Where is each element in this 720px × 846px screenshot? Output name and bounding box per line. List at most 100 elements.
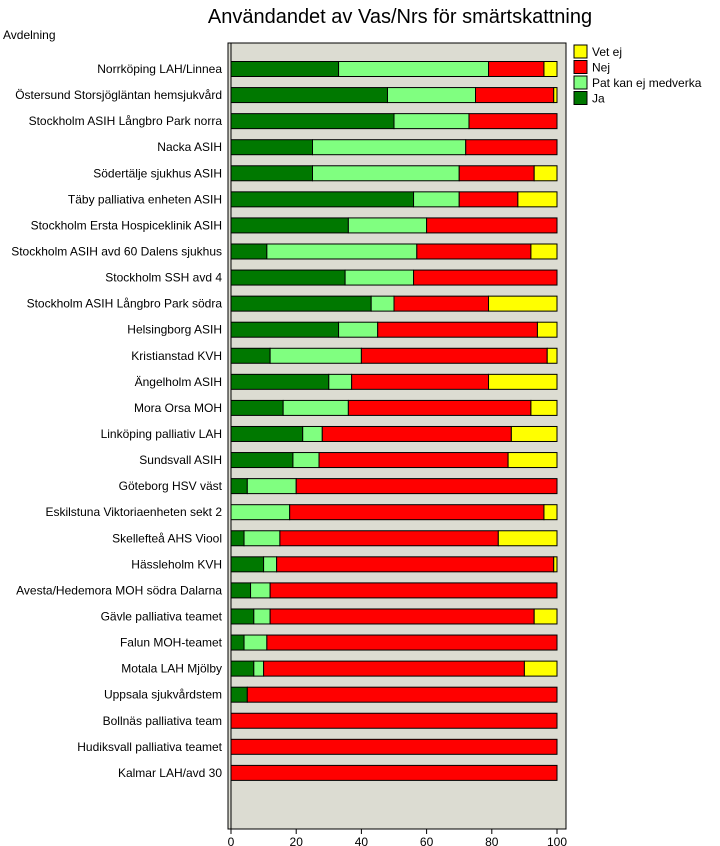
category-label: Skellefteå AHS Viool — [112, 531, 222, 545]
category-label: Kalmar LAH/avd 30 — [118, 766, 222, 780]
bar-pat-kan-ej-medverka-13 — [282, 399, 349, 416]
bar-ja-1 — [230, 87, 388, 104]
bar-ja-20 — [230, 582, 252, 599]
category-label: Stockholm SSH avd 4 — [105, 271, 222, 285]
bar-pat-kan-ej-medverka-2 — [393, 113, 470, 130]
category-label: Mora Orsa MOH — [134, 401, 222, 415]
bar-pat-kan-ej-medverka-10 — [338, 321, 379, 338]
bar-pat-kan-ej-medverka-16 — [246, 478, 297, 495]
legend-label-nej: Nej — [592, 61, 610, 75]
category-label: Stockholm ASIH Långbro Park södra — [27, 297, 223, 311]
bar-nej-24 — [246, 686, 558, 703]
x-tick-label: 40 — [355, 835, 369, 846]
bar-nej-14 — [321, 425, 512, 442]
bar-vet-ej-7 — [530, 243, 558, 260]
category-label: Stockholm ASIH avd 60 Dalens sjukhus — [11, 244, 222, 258]
bar-nej-23 — [263, 660, 525, 677]
bar-nej-26 — [230, 738, 558, 755]
bar-pat-kan-ej-medverka-20 — [250, 582, 271, 599]
legend-label-pat-kan-ej-medverka: Pat kan ej medverka — [592, 76, 702, 90]
bar-ja-6 — [230, 217, 349, 234]
bar-nej-13 — [347, 399, 532, 416]
bar-pat-kan-ej-medverka-17 — [230, 504, 291, 521]
bar-nej-4 — [458, 165, 535, 182]
bar-nej-9 — [393, 295, 490, 312]
category-label: Avesta/Hedemora MOH södra Dalarna — [16, 583, 222, 597]
category-label: Nacka ASIH — [157, 140, 222, 154]
bar-vet-ej-18 — [497, 530, 558, 547]
bar-nej-19 — [276, 556, 555, 573]
bar-pat-kan-ej-medverka-11 — [269, 347, 362, 364]
bar-ja-8 — [230, 269, 346, 286]
bar-nej-25 — [230, 712, 558, 729]
x-tick-label: 20 — [290, 835, 304, 846]
bar-ja-3 — [230, 139, 313, 156]
bar-ja-4 — [230, 165, 313, 182]
bar-nej-10 — [377, 321, 538, 338]
legend-label-ja: Ja — [592, 92, 605, 106]
bar-pat-kan-ej-medverka-5 — [413, 191, 460, 208]
bar-pat-kan-ej-medverka-15 — [292, 452, 320, 469]
bar-pat-kan-ej-medverka-18 — [243, 530, 281, 547]
x-tick-label: 80 — [485, 835, 499, 846]
bar-nej-12 — [351, 373, 490, 390]
bar-ja-13 — [230, 399, 284, 416]
bar-ja-16 — [230, 478, 248, 495]
bar-nej-15 — [318, 452, 509, 469]
category-label: Stockholm ASIH Långbro Park norra — [29, 114, 223, 128]
bar-ja-15 — [230, 452, 294, 469]
bar-ja-9 — [230, 295, 372, 312]
legend-label-vet-ej: Vet ej — [592, 45, 622, 59]
bar-pat-kan-ej-medverka-6 — [347, 217, 428, 234]
legend-swatch-nej — [573, 60, 588, 74]
bar-vet-ej-12 — [488, 373, 558, 390]
category-label: Linköping palliativ LAH — [101, 427, 222, 441]
legend-swatch-vet-ej — [573, 44, 588, 59]
legend-swatch-pat-kan-ej-medverka — [573, 75, 588, 90]
bar-vet-ej-4 — [533, 165, 558, 182]
bar-ja-22 — [230, 634, 245, 651]
category-label: Helsingborg ASIH — [127, 323, 222, 337]
bar-pat-kan-ej-medverka-0 — [338, 61, 490, 77]
bar-pat-kan-ej-medverka-3 — [312, 139, 467, 156]
bar-ja-10 — [230, 321, 340, 338]
bar-ja-0 — [230, 61, 340, 77]
bar-pat-kan-ej-medverka-7 — [266, 243, 418, 260]
category-label: Gävle palliativa teamet — [101, 609, 223, 623]
category-label: Falun MOH-teamet — [120, 636, 223, 650]
bar-nej-18 — [279, 530, 499, 547]
bar-vet-ej-9 — [488, 295, 558, 312]
bar-pat-kan-ej-medverka-1 — [386, 87, 477, 104]
bar-pat-kan-ej-medverka-21 — [253, 608, 271, 625]
bar-vet-ej-1 — [553, 87, 558, 104]
legend-swatch-ja — [573, 91, 588, 105]
bar-vet-ej-21 — [533, 608, 558, 625]
bar-ja-21 — [230, 608, 255, 625]
category-label: Uppsala sjukvårdstem — [104, 688, 222, 702]
bar-nej-0 — [488, 61, 545, 77]
bar-ja-2 — [230, 113, 395, 130]
bar-nej-6 — [426, 217, 558, 234]
category-label: Göteborg HSV väst — [119, 479, 223, 493]
category-label: Bollnäs palliativa team — [103, 714, 222, 728]
bar-ja-18 — [230, 530, 245, 547]
x-tick-label: 100 — [547, 835, 567, 846]
category-axis-title: Avdelning — [3, 28, 56, 42]
bar-vet-ej-5 — [517, 191, 558, 208]
bar-nej-21 — [269, 608, 535, 625]
bar-nej-8 — [413, 269, 558, 286]
bar-nej-16 — [295, 478, 558, 495]
bar-ja-23 — [230, 660, 255, 677]
x-axis: 0 20 40 60 80 100 — [228, 829, 567, 846]
category-label: Eskilstuna Viktoriaenheten sekt 2 — [45, 505, 222, 519]
bar-pat-kan-ej-medverka-23 — [253, 660, 265, 677]
bar-pat-kan-ej-medverka-14 — [302, 425, 323, 442]
bar-nej-27 — [230, 764, 558, 781]
chart-title: Användandet av Vas/Nrs för smärtskattnin… — [207, 6, 593, 28]
bar-pat-kan-ej-medverka-9 — [370, 295, 395, 312]
category-label: Södertälje sjukhus ASIH — [93, 166, 222, 180]
bar-pat-kan-ej-medverka-8 — [344, 269, 415, 286]
bar-vet-ej-17 — [543, 504, 558, 521]
bar-vet-ej-19 — [553, 556, 558, 573]
bar-vet-ej-13 — [530, 399, 558, 416]
